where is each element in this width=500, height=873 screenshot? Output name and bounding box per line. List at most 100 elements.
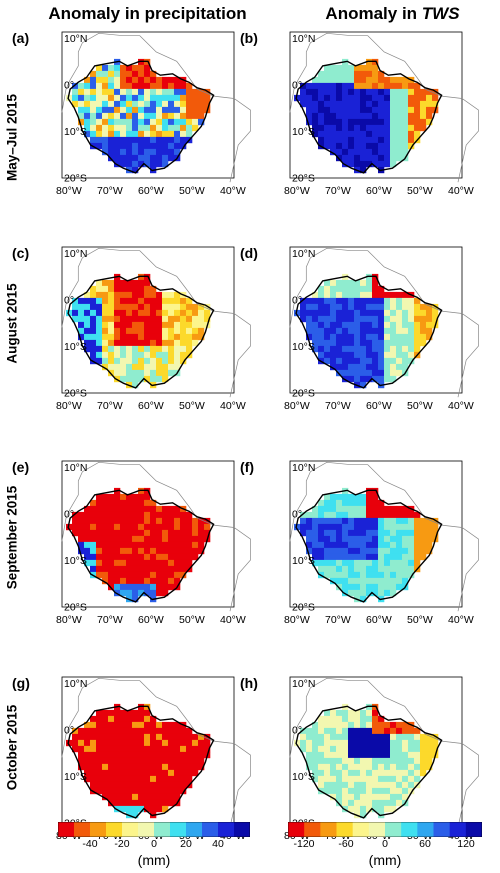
- map-panel: 80°W70°W60°W50°W40°W10°N0°10°S20°S(g): [12, 673, 251, 845]
- map-panel: 80°W70°W60°W50°W40°W10°N0°10°S20°S(h): [240, 673, 479, 845]
- lat-tick-label: 10°S: [64, 771, 87, 783]
- row-label-1: May–Jul 2015: [4, 93, 20, 182]
- lon-tick-label: 80°W: [56, 614, 82, 626]
- row-label-4: October 2015: [4, 704, 20, 791]
- panel-label: (g): [12, 675, 30, 691]
- colorbar-swatch: [304, 822, 321, 837]
- lon-tick-label: 70°W: [97, 614, 123, 626]
- coastline: [61, 677, 251, 828]
- map-svg: 80°W70°W60°W50°W40°W10°N0°10°S20°S: [56, 676, 251, 842]
- lat-tick-label: 0°: [292, 295, 302, 307]
- basin-boundary: [295, 60, 443, 174]
- lon-tick-label: 70°W: [325, 185, 351, 197]
- basin-boundary: [295, 489, 443, 603]
- lat-tick-label: 10°N: [64, 248, 87, 260]
- lon-tick-label: 70°W: [325, 614, 351, 626]
- coastline: [289, 247, 479, 398]
- lon-tick-label: 80°W: [56, 400, 82, 412]
- tws-colorbar: [287, 821, 483, 838]
- lat-tick-label: 10°S: [292, 341, 315, 353]
- lon-tick-label: 60°W: [138, 614, 164, 626]
- tws-cbar-tick: -120: [293, 838, 315, 850]
- coastline: [289, 461, 479, 612]
- map-panel: 80°W 70°W 60°W 50°W 40°W 10°N 0° 10°S 20°S (f): [240, 457, 479, 629]
- lon-tick-label: 70°W: [97, 400, 123, 412]
- map-panel: 80°W 70°W 60°W 50°W 40°W 10°N 0° 10°S 20°S (a): [12, 28, 251, 200]
- coastline: [61, 461, 251, 612]
- colorbar-swatch: [401, 822, 418, 837]
- coastline: [289, 32, 479, 183]
- colorbar-swatch: [320, 822, 337, 837]
- lon-tick-label: 40°W: [448, 614, 474, 626]
- lat-tick-label: 0°: [64, 725, 74, 737]
- lon-tick-label: 50°W: [407, 185, 433, 197]
- lat-tick-label: 20°S: [64, 388, 87, 400]
- lat-tick-label: 10°N: [64, 462, 87, 474]
- panel-label: (e): [12, 459, 30, 475]
- lat-tick-label: 10°S: [64, 126, 87, 138]
- colorbar-swatch: [465, 822, 483, 837]
- lon-tick-label: 60°W: [366, 185, 392, 197]
- colorbar-swatch: [234, 822, 251, 837]
- basin-boundary: [67, 60, 215, 174]
- lat-tick-label: 10°S: [64, 555, 87, 567]
- colorbar-swatch: [138, 822, 155, 837]
- lon-tick-label: 40°W: [220, 185, 246, 197]
- row-label-2: August 2015: [4, 283, 20, 364]
- lat-tick-label: 10°N: [292, 33, 315, 45]
- panel-label: (b): [240, 30, 258, 46]
- basin-boundary: [295, 705, 443, 819]
- colorbar-swatch: [449, 822, 467, 837]
- lon-tick-label: 80°W: [284, 400, 310, 412]
- colorbar-swatch: [202, 822, 219, 837]
- tws-cbar-unit: (mm): [368, 852, 402, 868]
- row-label-3: September 2015: [4, 485, 20, 590]
- tws-cbar-tick: 0: [382, 838, 388, 850]
- right-title-prefix: Anomaly in: [325, 4, 422, 23]
- map-panel: 80°W 70°W 60°W 50°W 40°W 10°N 0° 10°S 20°S (d): [240, 243, 479, 415]
- colorbar-swatch: [90, 822, 107, 837]
- lat-tick-label: 20°S: [292, 388, 315, 400]
- lon-tick-label: 70°W: [97, 185, 123, 197]
- colorbar-swatch: [433, 822, 451, 837]
- precip-cbar-tick: -20: [114, 838, 130, 850]
- colorbar-swatch: [218, 822, 235, 837]
- lon-tick-label: 50°W: [179, 400, 205, 412]
- right-title-italic: TWS: [421, 4, 460, 23]
- basin-boundary: [295, 275, 443, 389]
- panel-label: (c): [12, 245, 30, 261]
- colorbar-swatch: [74, 822, 91, 837]
- basin-boundary: [67, 275, 215, 389]
- lat-tick-label: 10°S: [292, 771, 315, 783]
- lat-tick-label: 0°: [292, 509, 302, 521]
- lat-tick-label: 10°N: [64, 33, 87, 45]
- precip-cbar-tick: 0: [151, 838, 157, 850]
- colorbar-swatch: [368, 822, 386, 837]
- lat-tick-label: 20°S: [64, 602, 87, 614]
- panel-label: (h): [240, 675, 258, 691]
- panel-label: (f): [240, 459, 254, 475]
- lon-tick-label: 60°W: [138, 400, 164, 412]
- basin-boundary: [67, 705, 215, 819]
- precip-cbar-tick: -40: [82, 838, 98, 850]
- right-column-title: Anomaly in TWS: [300, 4, 485, 24]
- lat-tick-label: 20°S: [292, 602, 315, 614]
- lon-tick-label: 80°W: [284, 185, 310, 197]
- precip-colorbar-swatches: [57, 821, 251, 838]
- colorbar-swatch: [352, 822, 370, 837]
- lat-tick-label: 0°: [292, 80, 302, 92]
- anomaly-grid: [66, 487, 211, 603]
- tws-cbar-tick: 60: [419, 838, 431, 850]
- colorbar-swatch: [58, 822, 75, 837]
- lon-tick-label: 50°W: [407, 400, 433, 412]
- lon-tick-label: 60°W: [366, 400, 392, 412]
- tws-colorbar-swatches: [287, 821, 483, 838]
- lat-tick-label: 20°S: [292, 173, 315, 185]
- map-panel: 80°W 70°W 60°W 50°W 40°W 10°N 0° 10°S 20°S (e): [12, 457, 251, 629]
- precip-cbar-tick: 20: [180, 838, 192, 850]
- precip-colorbar: [57, 821, 251, 838]
